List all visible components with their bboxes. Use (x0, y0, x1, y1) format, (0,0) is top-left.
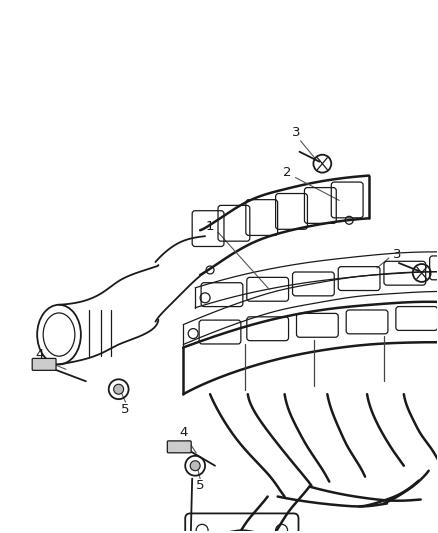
FancyBboxPatch shape (167, 441, 191, 453)
Circle shape (114, 384, 124, 394)
Text: 2: 2 (283, 166, 292, 179)
Circle shape (190, 461, 200, 471)
Text: 4: 4 (35, 348, 43, 361)
Text: 1: 1 (206, 220, 214, 233)
Text: 5: 5 (196, 479, 205, 492)
Text: 3: 3 (292, 126, 301, 139)
Text: 3: 3 (392, 248, 401, 261)
Text: 5: 5 (121, 402, 130, 416)
Text: 4: 4 (179, 426, 187, 439)
FancyBboxPatch shape (32, 358, 56, 370)
